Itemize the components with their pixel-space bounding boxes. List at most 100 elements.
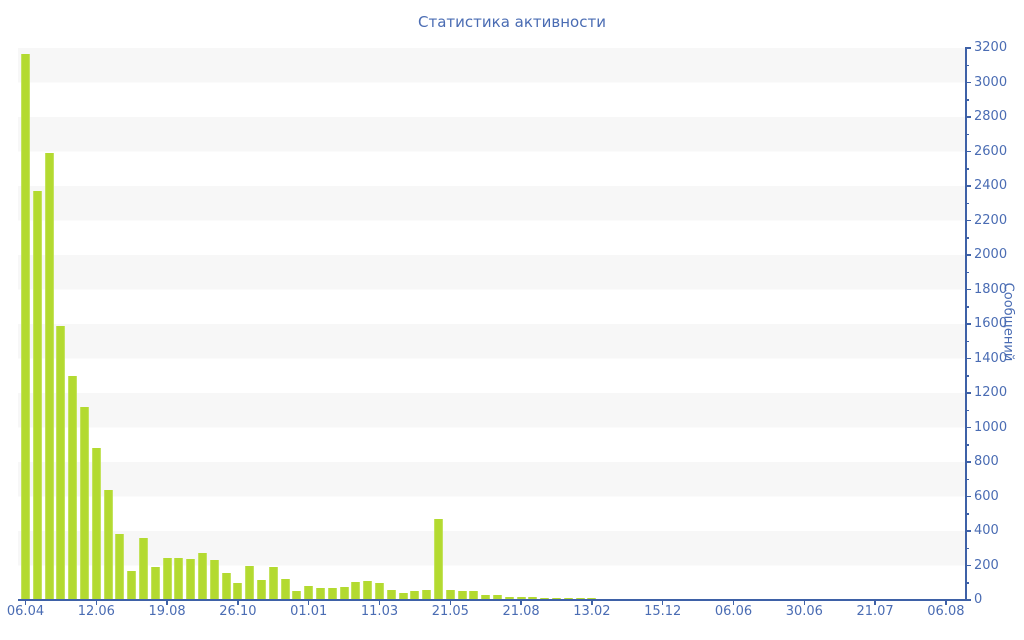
y-axis-major-tick [965, 426, 971, 429]
bar[interactable] [434, 518, 443, 600]
bar[interactable] [386, 589, 396, 600]
y-axis-minor-tick [965, 306, 969, 308]
bar[interactable] [339, 586, 349, 600]
y-axis-tick-label: 800 [974, 454, 999, 469]
bar[interactable] [115, 534, 125, 600]
bar[interactable] [516, 597, 526, 600]
y-axis-major-tick [965, 81, 971, 84]
bar[interactable] [198, 552, 207, 600]
y-axis-minor-tick [965, 340, 969, 342]
y-axis-major-tick [965, 392, 971, 394]
bar[interactable] [422, 590, 432, 600]
bar[interactable] [103, 489, 113, 600]
y-axis-major-tick [965, 219, 971, 222]
x-axis-tick-label: 30.06 [785, 604, 823, 619]
y-axis-tick-label: 2000 [974, 247, 1008, 262]
bar[interactable] [209, 560, 219, 600]
x-axis-tick [166, 600, 168, 605]
x-axis-tick-label: 26.10 [219, 604, 257, 619]
bar[interactable] [174, 557, 184, 600]
bar[interactable] [493, 595, 502, 600]
x-axis-tick-label: 13.02 [573, 604, 611, 619]
y-axis-minor-tick [965, 547, 969, 549]
bar[interactable] [56, 325, 66, 600]
bar[interactable] [504, 597, 514, 600]
x-axis-tick-label: 19.08 [148, 604, 186, 619]
bar[interactable] [139, 537, 148, 600]
bar[interactable] [304, 586, 314, 600]
x-axis-tick [378, 600, 381, 605]
y-axis-major-tick [965, 357, 971, 360]
y-axis-tick-label: 2600 [974, 143, 1008, 159]
bar[interactable] [245, 566, 255, 600]
bar[interactable] [21, 54, 30, 600]
y-axis-major-tick [965, 564, 971, 567]
bar[interactable] [552, 597, 561, 600]
bar[interactable] [44, 153, 54, 600]
bar[interactable] [410, 590, 420, 600]
bar[interactable] [445, 589, 455, 600]
x-axis-tick [803, 600, 806, 605]
bar[interactable] [233, 582, 243, 600]
y-axis-tick-label: 3200 [974, 40, 1008, 55]
bar[interactable] [68, 375, 78, 600]
y-axis-tick-label: 2400 [974, 178, 1008, 193]
y-axis-title: Сообщений [1000, 282, 1016, 362]
bar[interactable] [363, 580, 373, 600]
y-axis-tick-label: 1800 [974, 281, 1008, 297]
bar[interactable] [398, 593, 408, 600]
x-axis-tick-label: 15.12 [644, 604, 682, 619]
x-axis-tick-label: 06.08 [927, 604, 965, 619]
y-axis-tick-label: 2800 [974, 109, 1008, 124]
bar[interactable] [316, 587, 325, 600]
plot-area [18, 48, 965, 600]
y-axis-tick-label: 2200 [974, 212, 1008, 228]
y-axis-minor-tick [965, 99, 969, 101]
y-axis-major-tick [965, 599, 971, 601]
bar[interactable] [221, 573, 231, 600]
y-axis-minor-tick [965, 409, 969, 411]
x-axis-tick-label: 06.06 [714, 604, 753, 619]
y-axis-minor-tick [965, 271, 969, 273]
bar[interactable] [481, 594, 491, 600]
y-axis-tick-label: 400 [974, 523, 999, 538]
x-axis-tick [661, 600, 664, 605]
x-axis-tick-label: 11.03 [360, 604, 399, 619]
bar[interactable] [327, 587, 337, 600]
bar[interactable] [268, 567, 278, 600]
x-axis-tick [874, 600, 876, 605]
y-axis-minor-tick [965, 64, 969, 66]
bar[interactable] [32, 191, 42, 600]
bar[interactable] [91, 448, 101, 600]
y-axis-minor-tick [965, 513, 969, 515]
bar[interactable] [351, 581, 361, 600]
y-axis-tick-label: 0 [974, 592, 983, 607]
y-axis-tick-label: 1600 [974, 316, 1008, 331]
x-axis-tick-label: 12.06 [77, 604, 115, 619]
bar[interactable] [280, 579, 290, 600]
y-axis-tick-label: 200 [974, 557, 999, 573]
bar[interactable] [375, 582, 384, 600]
bar[interactable] [186, 559, 196, 600]
bar[interactable] [257, 579, 266, 600]
bar[interactable] [469, 590, 479, 600]
x-axis-tick [449, 600, 452, 605]
bar[interactable] [162, 557, 172, 600]
bar[interactable] [457, 591, 467, 600]
y-axis-minor-tick [965, 582, 969, 584]
bar[interactable] [150, 567, 160, 600]
x-axis-tick-label: 01.01 [290, 604, 328, 619]
x-axis-tick [307, 600, 310, 605]
bar[interactable] [127, 570, 137, 600]
y-axis-major-tick [965, 185, 971, 187]
bar[interactable] [292, 590, 302, 600]
y-axis-minor-tick [965, 375, 969, 377]
y-axis-major-tick [965, 288, 971, 291]
x-axis-tick-label: 06.04 [6, 604, 45, 619]
bar[interactable] [80, 406, 89, 600]
y-axis-minor-tick [965, 237, 969, 239]
bar[interactable] [540, 597, 550, 600]
bar[interactable] [528, 597, 538, 600]
y-axis-tick-label: 1200 [974, 385, 1008, 400]
